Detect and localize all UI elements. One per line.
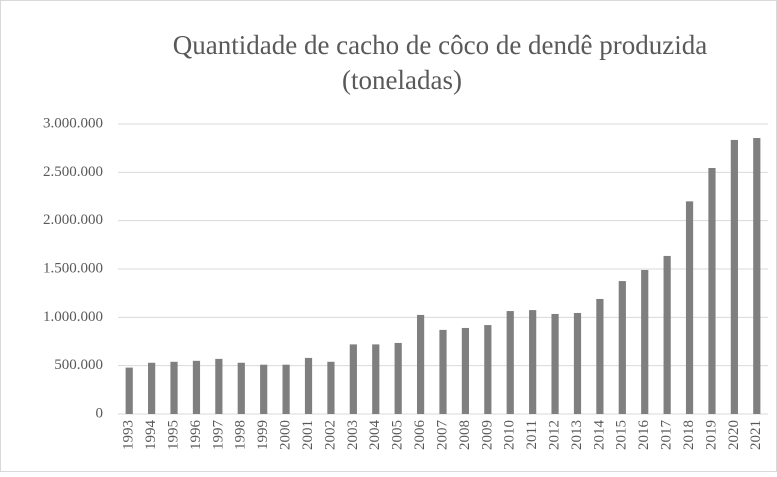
bar <box>192 360 201 414</box>
x-tick-label: 2018 <box>681 420 697 450</box>
x-tick-label: 2002 <box>322 420 338 450</box>
x-tick-label: 2016 <box>636 420 652 451</box>
bar <box>753 138 761 414</box>
bar <box>125 367 133 414</box>
bar <box>484 325 492 414</box>
x-tick-label: 2001 <box>300 420 316 450</box>
bar <box>730 139 738 414</box>
bar <box>573 312 582 414</box>
x-tick-label: 2011 <box>524 420 540 449</box>
bar <box>394 342 402 414</box>
bar <box>506 311 514 414</box>
bar <box>215 358 223 414</box>
x-tick-label: 1995 <box>165 420 181 450</box>
y-tick-label: 2.000.000 <box>43 212 103 228</box>
bar <box>304 357 313 414</box>
bar <box>282 364 290 414</box>
x-tick-label: 1996 <box>188 420 204 451</box>
x-tick-label: 2019 <box>703 420 719 450</box>
x-tick-label: 1997 <box>210 420 226 451</box>
y-tick-label: 1.500.000 <box>43 260 103 276</box>
bar <box>237 362 245 414</box>
y-tick-label: 1.000.000 <box>43 309 103 325</box>
bar <box>170 361 178 414</box>
x-tick-label: 1999 <box>255 420 271 450</box>
x-tick-label: 2006 <box>412 420 428 451</box>
x-tick-label: 2012 <box>547 420 563 450</box>
x-tick-label: 2010 <box>502 420 518 450</box>
bar <box>529 310 537 414</box>
bar <box>641 269 649 414</box>
x-tick-label: 2008 <box>457 420 473 450</box>
bar <box>461 327 470 414</box>
bar <box>327 361 335 414</box>
x-tick-label: 2015 <box>614 420 630 450</box>
y-tick-label: 0 <box>96 405 104 421</box>
x-tick-label: 1998 <box>233 420 249 450</box>
bar <box>551 313 559 414</box>
x-tick-label: 2007 <box>434 420 450 451</box>
x-tick-label: 1994 <box>143 420 159 451</box>
bar <box>618 281 626 414</box>
x-tick-label: 2013 <box>569 420 585 450</box>
bar <box>260 364 268 414</box>
y-tick-label: 3.000.000 <box>43 115 103 131</box>
bar <box>685 201 694 414</box>
chart-title: (toneladas) <box>342 65 462 95</box>
bar <box>708 167 716 414</box>
x-tick-label: 2005 <box>390 420 406 450</box>
bar <box>148 362 156 414</box>
bar <box>596 298 604 414</box>
x-tick-label: 2020 <box>726 420 742 450</box>
x-tick-label: 2014 <box>591 420 607 451</box>
x-tick-label: 1993 <box>121 420 137 450</box>
chart-title: Quantidade de cacho de côco de dendê pro… <box>173 30 708 60</box>
bar <box>349 344 357 414</box>
x-tick-label: 2017 <box>659 420 675 451</box>
y-tick-label: 2.500.000 <box>43 164 103 180</box>
x-tick-label: 2021 <box>748 420 764 450</box>
x-tick-label: 2003 <box>345 420 361 450</box>
x-tick-label: 2000 <box>278 420 294 450</box>
x-tick-label: 2004 <box>367 420 383 451</box>
bar <box>372 344 380 414</box>
x-tick-label: 2009 <box>479 420 495 450</box>
bar <box>663 255 671 414</box>
bar <box>416 314 425 414</box>
y-tick-label: 500.000 <box>54 357 103 373</box>
bar <box>439 329 447 414</box>
